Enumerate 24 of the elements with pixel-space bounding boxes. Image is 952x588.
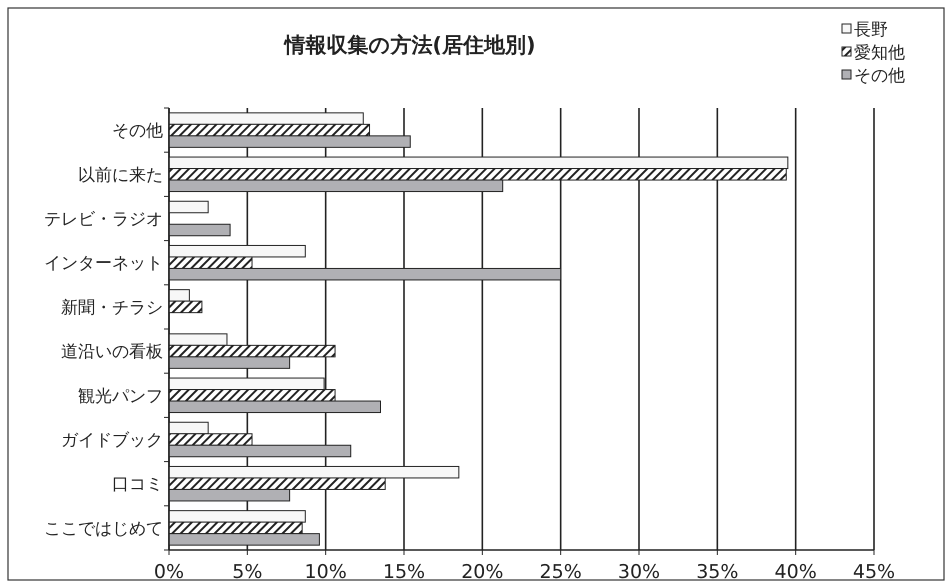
x-tick-label: 30% (618, 561, 660, 583)
x-tick-label: 40% (774, 561, 817, 583)
x-tick-label: 10% (304, 561, 347, 583)
y-tick-label: ここではじめて (44, 518, 163, 539)
x-tick-label: 35% (696, 561, 738, 583)
chart-title: 情報収集の方法(居住地別) (282, 33, 536, 57)
y-tick-label: インターネット (44, 254, 163, 274)
x-tick-label: 0% (154, 561, 184, 583)
y-tick-label: テレビ・ラジオ (44, 210, 163, 230)
legend-label: 長野 (854, 20, 888, 40)
y-tick-label: 以前に来た (78, 165, 163, 186)
y-tick-label: 観光パンフ (78, 386, 163, 406)
x-tick-label: 20% (461, 561, 504, 583)
x-tick-label: 5% (232, 561, 262, 583)
x-tick-label: 25% (540, 561, 582, 583)
y-tick-label: 口コミ (112, 474, 163, 495)
y-tick-label: その他 (112, 121, 163, 142)
legend-label: その他 (854, 66, 905, 86)
x-tick-label: 45% (852, 561, 896, 583)
legend-label: 愛知他 (854, 43, 905, 63)
x-tick-label: 15% (382, 561, 426, 583)
y-tick-label: 新聞・チラシ (61, 298, 163, 318)
y-tick-label: 道沿いの看板 (61, 342, 163, 362)
y-tick-label: ガイドブック (61, 430, 163, 450)
